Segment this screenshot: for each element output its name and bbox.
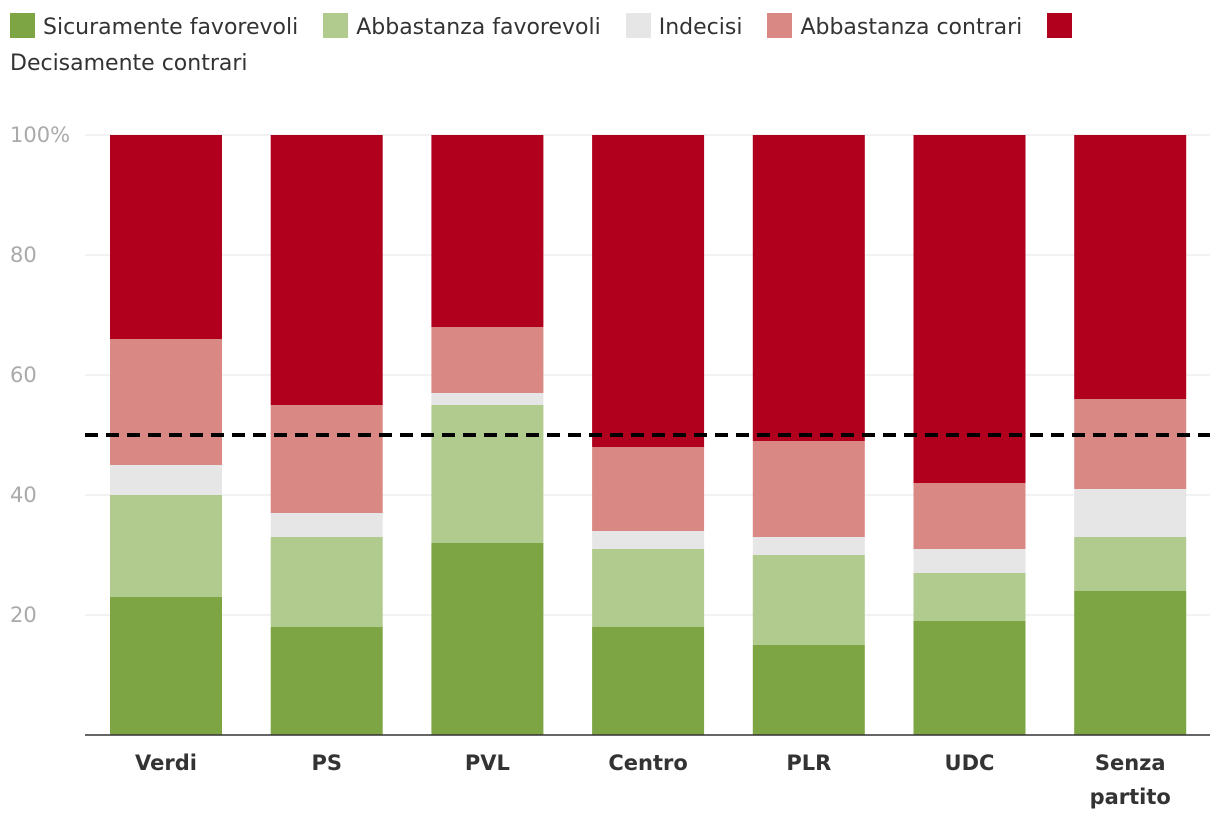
- category-label-line: Centro: [608, 751, 687, 775]
- bar-segment: [110, 135, 222, 339]
- category-label: PLR: [786, 751, 831, 775]
- bar-segment: [1074, 591, 1187, 735]
- bar-segment: [913, 483, 1026, 549]
- legend: Sicuramente favorevoli Abbastanza favore…: [10, 10, 1210, 82]
- legend-swatch: [10, 13, 35, 38]
- bar-segment: [752, 135, 865, 441]
- bar-segment: [752, 441, 865, 537]
- y-tick-labels: 20 40 60 80 100%: [10, 123, 70, 627]
- bar-segment: [592, 549, 705, 627]
- legend-label: Sicuramente favorevoli: [43, 15, 299, 40]
- bar-segment: [1074, 399, 1187, 489]
- bar-segment: [1074, 135, 1187, 399]
- category-label-line: Senza: [1095, 751, 1166, 775]
- bars: [110, 135, 1187, 735]
- bar-segment: [431, 543, 544, 735]
- bar-segment: [110, 597, 222, 735]
- category-label: PS: [311, 751, 342, 775]
- y-tick-label: 20: [10, 603, 37, 627]
- category-label-line: Verdi: [135, 751, 197, 775]
- bar-segment: [592, 627, 705, 735]
- bar-segment: [913, 573, 1026, 621]
- legend-label: Indecisi: [658, 15, 743, 40]
- bar-segment: [1074, 489, 1187, 537]
- legend-item-abbastanza-favorevoli: Abbastanza favorevoli: [323, 13, 619, 40]
- bar-segment: [913, 135, 1026, 483]
- bar-segment: [431, 327, 544, 393]
- bar-segment: [592, 135, 705, 447]
- y-tick-label: 100%: [10, 123, 70, 147]
- bar-segment: [431, 393, 544, 405]
- bar-segment: [752, 555, 865, 645]
- legend-swatch: [323, 13, 349, 38]
- bar-segment: [270, 627, 383, 735]
- bar-segment: [270, 537, 383, 627]
- bar-segment: [431, 405, 544, 543]
- legend-label: Abbastanza contrari: [800, 15, 1023, 40]
- category-label: Verdi: [135, 751, 197, 775]
- category-label-line: partito: [1090, 785, 1171, 809]
- legend-label: Abbastanza favorevoli: [356, 15, 601, 40]
- legend-item-indecisi: Indecisi: [625, 13, 761, 40]
- category-label-line: UDC: [945, 751, 995, 775]
- bar-segment: [752, 537, 865, 555]
- legend-swatch: [1047, 13, 1073, 38]
- bar-segment: [913, 549, 1026, 573]
- bar-segment: [270, 135, 383, 405]
- category-label-line: PS: [311, 751, 342, 775]
- legend-item-abbastanza-contrari: Abbastanza contrari: [767, 13, 1040, 40]
- category-label-line: PVL: [465, 751, 510, 775]
- bar-segment: [1074, 537, 1187, 591]
- bar-segment: [752, 645, 865, 735]
- legend-swatch: [767, 13, 793, 38]
- y-tick-label: 40: [10, 483, 37, 507]
- legend-label: Decisamente contrari: [10, 51, 248, 76]
- bar-segment: [913, 621, 1026, 735]
- y-tick-label: 60: [10, 363, 37, 387]
- bar-segment: [270, 513, 383, 537]
- bar-segment: [592, 447, 705, 531]
- legend-swatch: [625, 13, 651, 38]
- bar-segment: [110, 495, 222, 597]
- bar-segment: [431, 135, 544, 327]
- category-label-line: PLR: [786, 751, 831, 775]
- legend-item-sicuramente-favorevoli: Sicuramente favorevoli: [10, 13, 316, 40]
- bar-segment: [110, 465, 222, 495]
- legend-item-decisamente-contrari: Decisamente contrari: [10, 13, 1080, 76]
- y-tick-label: 80: [10, 243, 37, 267]
- category-labels: Verdi PS PVL Centro PLR UDC Senza partito: [135, 751, 1171, 809]
- category-label: Senza partito: [1090, 751, 1171, 809]
- bar-segment: [110, 339, 222, 465]
- category-label: UDC: [945, 751, 995, 775]
- bar-segment: [592, 531, 705, 549]
- bar-segment: [270, 405, 383, 513]
- category-label: Centro: [608, 751, 687, 775]
- category-label: PVL: [465, 751, 510, 775]
